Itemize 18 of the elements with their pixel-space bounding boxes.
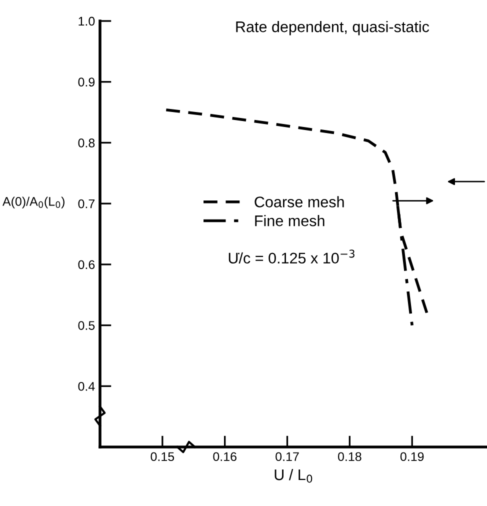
y-tick-label: 0.8 <box>78 138 95 148</box>
y-tick-label: 0.9 <box>78 78 95 87</box>
y-axis-title: A(0)/A$_{0}$(L$_{0}$) <box>2 196 64 208</box>
x-tick-label: 0.17 <box>276 452 299 462</box>
x-tick-label: 0.15 <box>150 452 174 462</box>
legend-label: Coarse mesh <box>254 196 344 208</box>
chart-title: Rate dependent, quasi-static <box>236 21 430 36</box>
legend-label: Fine mesh <box>255 214 324 226</box>
y-tick-label: 0.6 <box>78 260 95 270</box>
y-tick-label: 0.5 <box>78 321 95 330</box>
x-tick-label: 0.19 <box>400 452 424 462</box>
y-tick-label: 1.0 <box>78 16 95 26</box>
annotation: U̇/c = 0.125 x 10$^{−3}$ <box>228 250 354 264</box>
x-tick-label: 0.16 <box>213 452 236 462</box>
x-tick-label: 0.18 <box>338 452 362 462</box>
y-tick-label: 0.7 <box>78 199 95 208</box>
y-tick-label: 0.4 <box>78 382 95 391</box>
x-axis-title: U / L$_{0}$ <box>274 468 312 483</box>
